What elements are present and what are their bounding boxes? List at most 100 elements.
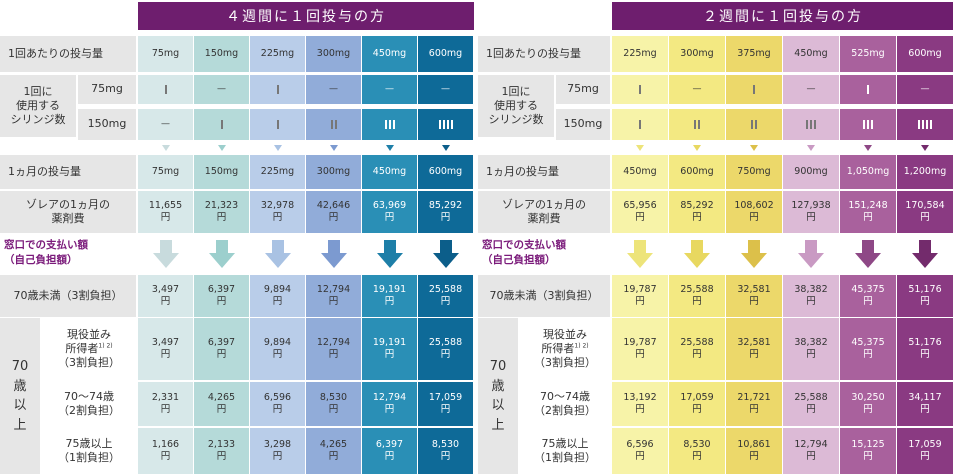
label-over-70: 70 歳以上 [478, 318, 518, 474]
payment-cell: 25,588 円 [418, 318, 473, 380]
payment-cell: 10,861 円 [726, 428, 782, 474]
yen: 円 [216, 404, 227, 415]
syringe-icon [806, 120, 808, 129]
value: 19,787 [623, 337, 657, 349]
label-monthly-dose: 1ヵ月の投与量 [478, 155, 610, 189]
yen: 円 [384, 451, 395, 462]
payment-cell: 25,588 円 [418, 275, 473, 317]
syringe-icon [446, 120, 449, 129]
yen: 円 [216, 212, 227, 223]
value: 3,497 [151, 284, 180, 296]
payment-cell: 38,382 円 [783, 275, 839, 317]
syringe-cell: — [669, 75, 725, 104]
yen: 円 [920, 212, 930, 223]
value: 65,956 [623, 200, 657, 212]
payment-cell: 19,191 円 [362, 318, 417, 380]
yen: 円 [272, 212, 283, 223]
syringe-cell [726, 75, 782, 104]
payment-cell: 19,787 円 [612, 318, 668, 380]
syringe-icon [276, 120, 279, 129]
payment-cell: 9,894 円 [250, 275, 305, 317]
down-arrow-icon [684, 240, 710, 268]
yen: 円 [749, 349, 759, 360]
label-line: 70～74歳 [540, 389, 590, 403]
value: 34,117 [908, 392, 942, 404]
value: 8,530 [431, 439, 460, 451]
down-arrow-icon [627, 240, 653, 268]
payment-cell: 45,375 円 [840, 275, 896, 317]
value: 25,588 [428, 337, 463, 349]
payment-cell: 25,588 円 [669, 275, 725, 317]
payment-cell: 1,166 円 [138, 428, 193, 474]
value: 9,894 [263, 284, 292, 296]
payment-cell: 25,588 円 [669, 318, 725, 380]
yen: 円 [272, 349, 283, 360]
yen: 円 [920, 451, 930, 462]
yen: 円 [749, 296, 759, 307]
syringe-icon [450, 120, 453, 129]
payment-cell: 51,176 円 [897, 275, 953, 317]
syringe-icon [863, 120, 865, 129]
syringe-cell [726, 109, 782, 140]
label-age-70-74: 70～74歳 （2割負担） [520, 382, 610, 426]
down-arrow-icon [912, 240, 938, 268]
yen: 円 [806, 212, 816, 223]
dose-cell: 75mg [138, 36, 193, 72]
down-triangle-icon [750, 145, 758, 151]
value: 4,265 [319, 439, 348, 451]
value: 6,397 [375, 439, 404, 451]
payment-cell: 30,250 円 [840, 382, 896, 426]
syringe-cell [783, 109, 839, 140]
yen: 円 [384, 349, 395, 360]
syringe-icon [810, 120, 812, 129]
label-line: 70～74歳 [64, 389, 114, 403]
syringe-cell [612, 109, 668, 140]
value: 63,969 [372, 200, 407, 212]
label-line: 現役並み [67, 327, 111, 341]
monthly-dose-cell: 1,050mg [840, 155, 896, 189]
payment-cell: 38,382 円 [783, 318, 839, 380]
label-drug-line: ゾレアの1ヵ月の [26, 197, 110, 211]
payment-cell: 19,191 円 [362, 275, 417, 317]
label-active-income: 現役並み 所得者1) 2) （3割負担） [42, 318, 136, 380]
down-triangle-icon [385, 145, 394, 151]
value: 32,978 [260, 200, 295, 212]
yen: 円 [384, 296, 395, 307]
dash-mark: — [329, 83, 338, 94]
yen: 円 [806, 349, 816, 360]
value: 8,530 [683, 439, 711, 451]
value: 25,588 [680, 284, 714, 296]
yen: 円 [920, 349, 930, 360]
payment-cell: 32,581 円 [726, 275, 782, 317]
yen: 円 [692, 349, 702, 360]
label-line-text: 所得者 [541, 341, 575, 355]
value: 38,382 [794, 337, 828, 349]
down-triangle-icon [217, 145, 226, 151]
label-150mg: 150mg [78, 109, 136, 140]
yen: 円 [440, 212, 451, 223]
drug-cost-cell: 11,655 円 [138, 191, 193, 233]
syringe-icon [751, 120, 753, 129]
panel-header: ４週間に１回投与の方 [138, 2, 474, 30]
label-over70-char: 70 [489, 359, 507, 374]
panel-header: ２週間に１回投与の方 [612, 2, 953, 30]
yen: 円 [384, 404, 395, 415]
value: 51,176 [908, 284, 942, 296]
payment-cell: 34,117 円 [897, 382, 953, 426]
monthly-dose-cell: 225mg [250, 155, 305, 189]
dose-cell: 225mg [612, 36, 668, 72]
payment-cell: 4,265 円 [306, 428, 361, 474]
value: 1,166 [151, 439, 180, 451]
value: 12,794 [372, 392, 407, 404]
syringe-icon [918, 120, 920, 129]
drug-cost-cell: 85,292 円 [418, 191, 473, 233]
panel-4week: ４週間に１回投与の方 1回あたりの投与量 1回に 使用する シリンジ数 75mg 150mg… [0, 0, 474, 474]
label-age-75-plus: 75歳以上 （1割負担） [42, 428, 136, 474]
monthly-dose-cell: 450mg [612, 155, 668, 189]
yen: 円 [920, 296, 930, 307]
value: 85,292 [428, 200, 463, 212]
payment-cell: 12,794 円 [362, 382, 417, 426]
value: 2,331 [151, 392, 180, 404]
yen: 円 [160, 349, 171, 360]
yen: 円 [692, 451, 702, 462]
